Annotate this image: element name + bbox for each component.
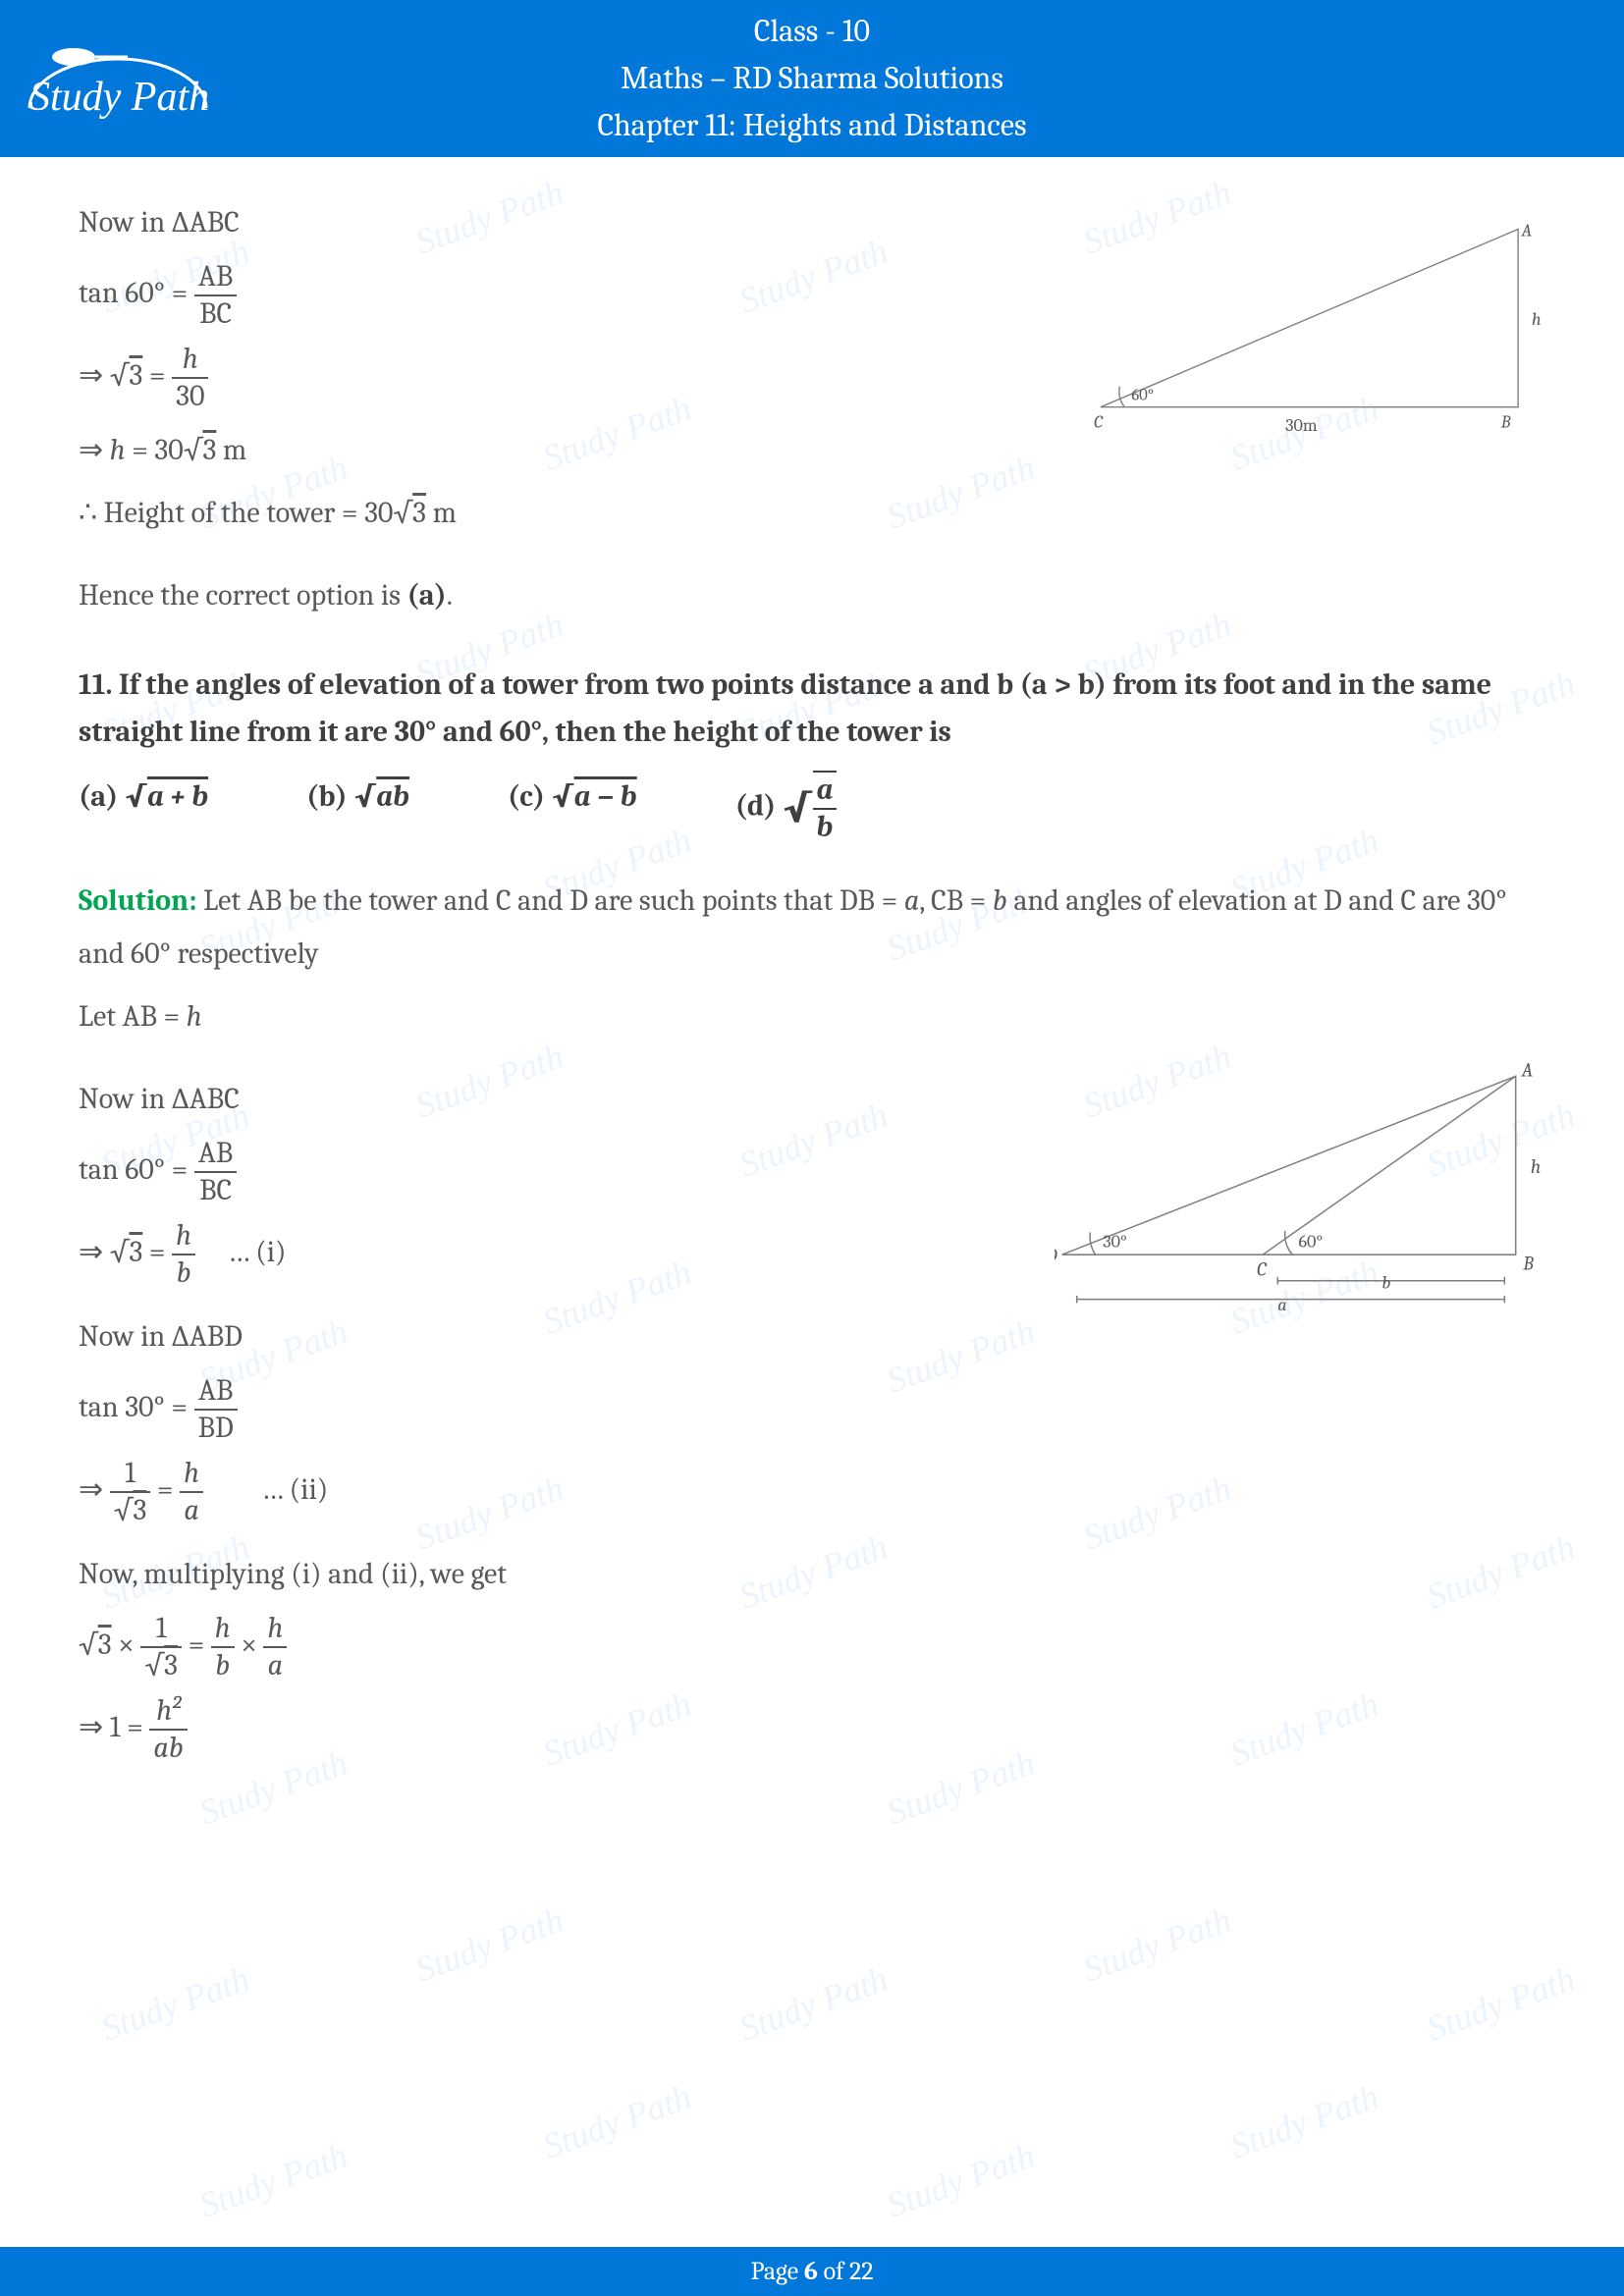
option-b: (b) √ab <box>306 771 409 845</box>
page-content: A B C h 30m 60° Now in ∆ABC tan 60° = AB… <box>0 157 1624 1766</box>
triangle-diagram-1: A B C h 30m 60° <box>1094 177 1545 501</box>
watermark-text: Study Path <box>1225 2075 1384 2166</box>
header-titles: Class - 10 Maths – RD Sharma Solutions C… <box>597 8 1026 149</box>
logo-text: Study Path <box>29 74 209 121</box>
svg-text:A: A <box>1521 220 1533 240</box>
svg-text:h: h <box>1532 309 1542 330</box>
sol10-conclusion: Hence the correct option is (a). <box>79 569 1545 622</box>
q11-text: 11. If the angles of elevation of a towe… <box>79 662 1545 756</box>
sol11-tan30: tan 30° = ABBD <box>79 1373 1545 1446</box>
sol11-multiply: Now, multiplying (i) and (ii), we get <box>79 1548 1545 1601</box>
svg-text:b: b <box>1381 1272 1390 1293</box>
watermark-text: Study Path <box>96 1957 255 2049</box>
svg-text:C: C <box>1257 1257 1268 1280</box>
page-footer: Page 6 of 22 <box>0 2247 1624 2296</box>
watermark-text: Study Path <box>734 1957 893 2049</box>
svg-text:C: C <box>1094 412 1104 433</box>
watermark-text: Study Path <box>1422 1957 1581 2049</box>
watermark-text: Study Path <box>1078 1898 1237 1990</box>
option-d: (d) √ab <box>735 771 838 845</box>
watermark-text: Study Path <box>194 2134 353 2225</box>
page-header: Study Path Class - 10 Maths – RD Sharma … <box>0 0 1624 157</box>
sol11-eq-ii: ⇒ 1√3 = ha … (ii) <box>79 1456 1545 1528</box>
option-c: (c) √a − b <box>508 771 637 845</box>
option-a: (a) √a + b <box>79 771 208 845</box>
svg-text:30m: 30m <box>1285 415 1318 436</box>
svg-text:B: B <box>1522 1252 1534 1274</box>
watermark-text: Study Path <box>410 1898 569 1990</box>
svg-text:30°: 30° <box>1103 1232 1127 1253</box>
chapter-label: Chapter 11: Heights and Distances <box>597 102 1026 149</box>
svg-text:h: h <box>1531 1155 1541 1178</box>
svg-text:60°: 60° <box>1131 387 1154 405</box>
sol11-eq-final: ⇒ 1 = h²ab <box>79 1693 1545 1766</box>
solution-label: Solution: <box>79 883 197 918</box>
svg-text:a: a <box>1277 1295 1286 1315</box>
svg-text:B: B <box>1500 412 1511 433</box>
class-label: Class - 10 <box>597 8 1026 55</box>
sol11-eq-mult: √3 × 1√3 = hb × ha <box>79 1611 1545 1683</box>
triangle-diagram-2: A B C D h 30° 60° b a <box>1055 1011 1545 1364</box>
svg-text:A: A <box>1521 1058 1533 1081</box>
watermark-text: Study Path <box>882 2134 1041 2225</box>
svg-text:60°: 60° <box>1298 1232 1323 1253</box>
watermark-text: Study Path <box>538 2075 697 2166</box>
svg-text:D: D <box>1055 1245 1057 1267</box>
sol11-intro: Solution: Let AB be the tower and C and … <box>79 875 1545 981</box>
q11-options: (a) √a + b (b) √ab (c) √a − b (d) √ab <box>79 771 1545 845</box>
subject-label: Maths – RD Sharma Solutions <box>597 55 1026 102</box>
